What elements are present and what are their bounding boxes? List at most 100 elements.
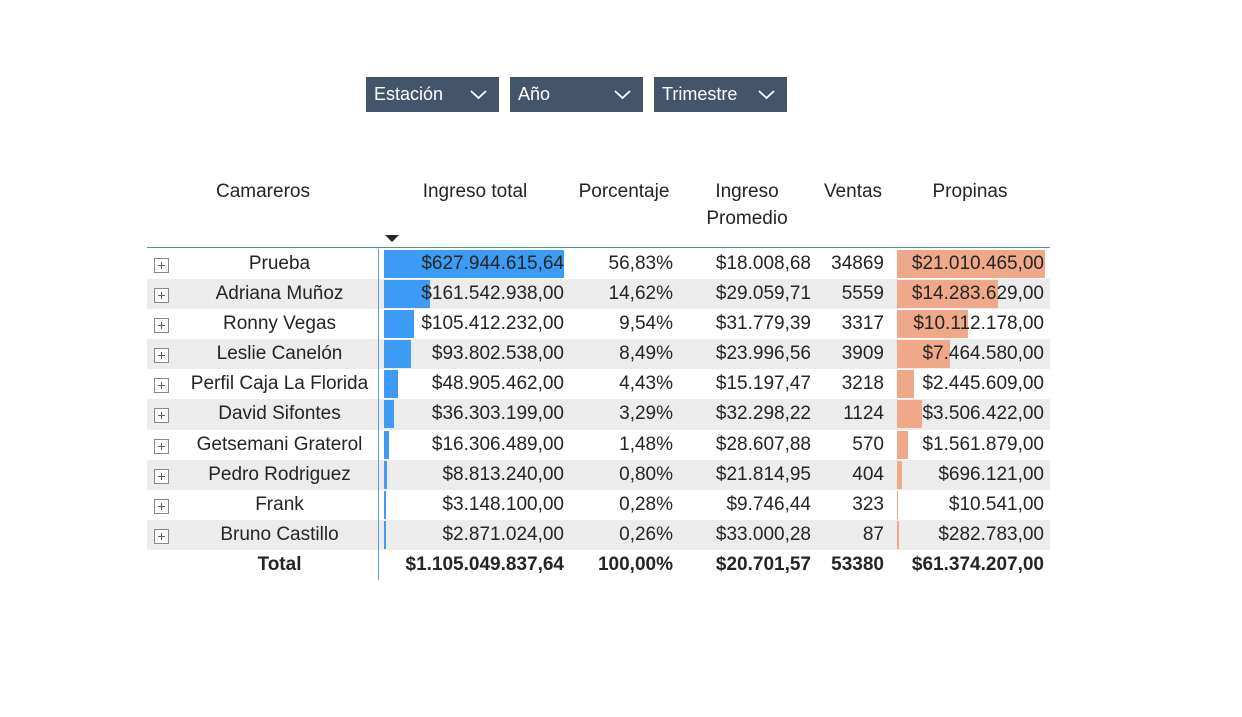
ingreso-data-bar xyxy=(384,370,399,399)
propinas-data-bar xyxy=(897,340,950,369)
porcentaje-value: 1,48% xyxy=(619,433,673,455)
camarero-name: Leslie Canelón xyxy=(216,343,343,365)
header-camareros[interactable]: Camareros xyxy=(216,181,310,202)
data-table: Prueba $627.944.615,64 56,83% $18.008,68 348… xyxy=(147,249,1050,580)
ingreso-total-value: $105.412.232,00 xyxy=(421,313,564,335)
camarero-name: Ronny Vegas xyxy=(222,313,337,335)
sort-descending-icon[interactable] xyxy=(384,234,400,243)
slicer-trimestre[interactable]: Trimestre xyxy=(654,77,787,112)
header-ingreso-promedio-line1: Ingreso xyxy=(715,181,779,202)
ingreso-total-value: $93.802.538,00 xyxy=(431,343,564,365)
expand-plus-icon[interactable] xyxy=(154,348,169,364)
porcentaje-value: 0,28% xyxy=(619,493,673,515)
total-promedio: $20.701,57 xyxy=(715,553,811,575)
propinas-data-bar xyxy=(897,430,908,459)
ingreso-promedio-value: $32.298,22 xyxy=(715,403,811,425)
propinas-value: $10.541,00 xyxy=(948,493,1044,515)
ingreso-promedio-value: $9.746,44 xyxy=(726,493,811,515)
ingreso-data-bar xyxy=(384,280,431,309)
expand-plus-icon[interactable] xyxy=(154,498,169,514)
ingreso-promedio-value: $23.996,56 xyxy=(715,343,811,365)
ventas-value: 323 xyxy=(852,493,884,515)
ingreso-total-value: $36.303.199,00 xyxy=(431,403,564,425)
header-propinas[interactable]: Propinas xyxy=(932,181,1008,202)
propinas-value: $282.783,00 xyxy=(938,523,1044,545)
porcentaje-value: 9,54% xyxy=(619,313,673,335)
chevron-down-icon xyxy=(470,90,487,100)
propinas-data-bar xyxy=(897,250,1045,278)
propinas-value: $7.464.580,00 xyxy=(922,343,1044,365)
porcentaje-value: 8,49% xyxy=(619,343,673,365)
propinas-data-bar xyxy=(897,460,902,489)
table-row[interactable]: Getsemani Graterol $16.306.489,00 1,48% $28… xyxy=(147,430,1050,460)
expand-plus-icon[interactable] xyxy=(154,438,169,454)
camarero-name: David Sifontes xyxy=(218,403,341,425)
propinas-value: $21.010.465,00 xyxy=(911,253,1044,274)
porcentaje-value: 3,29% xyxy=(619,403,673,425)
ingreso-total-value: $48.905.462,00 xyxy=(431,373,564,395)
expand-plus-icon[interactable] xyxy=(154,528,169,544)
propinas-value: $2.445.609,00 xyxy=(922,373,1044,395)
ingreso-promedio-value: $28.607,88 xyxy=(715,433,811,455)
expand-plus-icon[interactable] xyxy=(154,468,169,484)
propinas-data-bar xyxy=(897,280,998,309)
expand-plus-icon[interactable] xyxy=(154,288,169,304)
table-row[interactable]: Pedro Rodriguez $8.813.240,00 0,80% $21.814… xyxy=(147,459,1050,490)
ventas-value: 3317 xyxy=(841,313,884,335)
table-row[interactable]: Perfil Caja La Florida $48.905.462,00 4,43… xyxy=(147,369,1050,399)
slicer-trimestre-label: Trimestre xyxy=(662,84,738,104)
table-row[interactable]: Frank $3.148.100,00 0,28% $9.746,44 323 $10.5… xyxy=(147,490,1050,520)
ventas-value: 5559 xyxy=(841,283,884,305)
total-porcentaje: 100,00% xyxy=(597,553,673,575)
ingreso-data-bar xyxy=(384,250,564,278)
ingreso-total-value: $8.813.240,00 xyxy=(442,463,564,485)
header-divider xyxy=(147,247,1050,248)
header-ingreso-promedio[interactable]: Ingreso Promedio xyxy=(690,178,804,232)
propinas-value: $3.506.422,00 xyxy=(922,403,1044,425)
camarero-name: Prueba xyxy=(248,253,311,274)
expand-plus-icon[interactable] xyxy=(154,378,169,394)
camarero-name: Adriana Muñoz xyxy=(215,283,344,305)
camarero-name: Getsemani Graterol xyxy=(196,433,363,455)
slicer-estacion[interactable]: Estación xyxy=(366,77,499,112)
total-ventas: 53380 xyxy=(831,553,884,575)
chevron-down-icon xyxy=(614,90,631,100)
camarero-name: Pedro Rodriguez xyxy=(208,463,351,485)
propinas-value: $10.112.178,00 xyxy=(913,313,1044,335)
expand-plus-icon[interactable] xyxy=(154,258,169,273)
header-porcentaje[interactable]: Porcentaje xyxy=(578,181,670,202)
porcentaje-value: 0,26% xyxy=(619,523,673,545)
propinas-data-bar xyxy=(897,310,969,339)
camarero-name: Perfil Caja La Florida xyxy=(190,373,369,395)
expand-plus-icon[interactable] xyxy=(154,408,169,424)
expand-plus-icon[interactable] xyxy=(154,318,169,334)
propinas-data-bar xyxy=(897,520,899,549)
ingreso-data-bar xyxy=(384,460,387,489)
propinas-value: $14.283.629,00 xyxy=(911,283,1044,305)
total-propinas: $61.374.207,00 xyxy=(911,553,1044,575)
header-ventas[interactable]: Ventas xyxy=(823,181,883,202)
total-ingreso: $1.105.049.837,64 xyxy=(405,553,565,575)
slicer-estacion-label: Estación xyxy=(374,84,444,104)
ventas-value: 404 xyxy=(852,463,884,485)
ventas-value: 3218 xyxy=(841,373,884,395)
ventas-value: 34869 xyxy=(831,253,884,274)
ingreso-promedio-value: $21.814,95 xyxy=(715,463,811,485)
propinas-value: $1.561.879,00 xyxy=(922,433,1044,455)
propinas-data-bar xyxy=(897,370,915,399)
table-row[interactable]: Leslie Canelón $93.802.538,00 8,49% $23.996… xyxy=(147,339,1050,370)
table-row[interactable]: David Sifontes $36.303.199,00 3,29% $32.298… xyxy=(147,399,1050,430)
porcentaje-value: 14,62% xyxy=(608,283,673,305)
porcentaje-value: 0,80% xyxy=(619,463,673,485)
porcentaje-value: 4,43% xyxy=(619,373,673,395)
ventas-value: 87 xyxy=(862,523,884,545)
slicer-ano[interactable]: Año xyxy=(510,77,643,112)
table-row[interactable]: Bruno Castillo $2.871.024,00 0,26% $33.000,… xyxy=(147,519,1050,550)
table-row[interactable]: Ronny Vegas $105.412.232,00 9,54% $31.779,3… xyxy=(147,309,1050,339)
table-row[interactable]: Adriana Muñoz $161.542.938,00 14,62% $29.05… xyxy=(147,279,1050,310)
ventas-value: 570 xyxy=(852,433,884,455)
header-ingreso-total[interactable]: Ingreso total xyxy=(422,181,528,202)
table-row[interactable]: Prueba $627.944.615,64 56,83% $18.008,68 348… xyxy=(147,249,1050,279)
ingreso-data-bar xyxy=(384,490,386,519)
ingreso-promedio-value: $33.000,28 xyxy=(715,523,811,545)
